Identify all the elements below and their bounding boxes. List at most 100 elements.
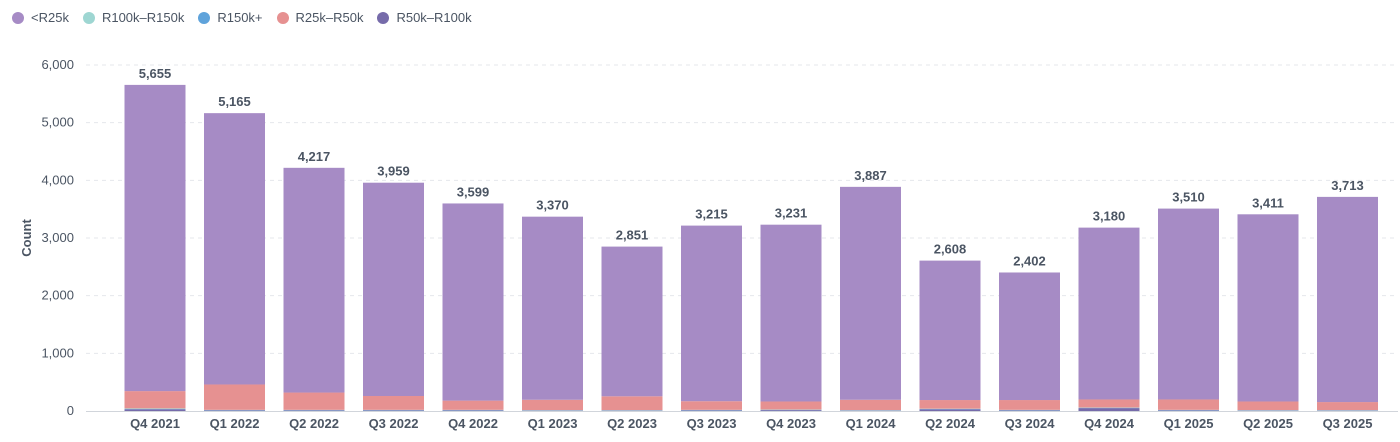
x-tick-label: Q4 2022 — [448, 416, 498, 431]
x-tick-label: Q3 2025 — [1323, 416, 1373, 431]
bar-segment[interactable] — [283, 392, 345, 410]
legend-item-r50k-r100k[interactable]: R50k–R100k — [377, 10, 472, 25]
bar-segment[interactable] — [601, 396, 663, 411]
bar-segment[interactable] — [999, 410, 1060, 411]
bar-segment[interactable] — [283, 167, 345, 393]
bar-segment[interactable] — [204, 410, 265, 411]
x-tick-label: Q1 2025 — [1164, 416, 1214, 431]
y-tick-label: 0 — [67, 403, 74, 418]
legend-label: R150k+ — [217, 10, 263, 25]
data-labels: 5,655 5,165 4,217 3,959 3,599 3,370 2,851 3,215… — [139, 66, 1364, 269]
x-tick-label: Q2 2024 — [925, 416, 976, 431]
bar-segment[interactable] — [840, 399, 901, 411]
axes: 0 1,000 2,000 3,000 4,000 5,000 6,000 Count Q4 2… — [19, 57, 1398, 431]
legend-swatch — [82, 11, 95, 24]
bars — [124, 84, 1378, 411]
bar-segment[interactable] — [204, 113, 265, 385]
legend-item-lt-r25k[interactable]: <R25k — [12, 10, 69, 25]
chart-legend: <R25k R100k–R150k R150k+ R25k–R50k R50k–… — [12, 10, 472, 25]
bar-segment[interactable] — [1237, 214, 1299, 402]
bar-total-label: 4,217 — [298, 149, 331, 164]
legend-label: R50k–R100k — [396, 10, 472, 25]
bar-segment[interactable] — [919, 409, 981, 411]
bar-total-label: 3,510 — [1172, 190, 1205, 205]
bar-segment[interactable] — [124, 408, 186, 409]
bar-segment[interactable] — [999, 400, 1060, 410]
bar-segment[interactable] — [442, 203, 504, 401]
bar-total-label: 5,655 — [139, 66, 172, 81]
bar-segment[interactable] — [1158, 208, 1219, 400]
legend-item-r150k-plus[interactable]: R150k+ — [198, 10, 263, 25]
x-tick-label: Q1 2023 — [528, 416, 578, 431]
legend-swatch — [198, 11, 211, 24]
bar-segment[interactable] — [760, 401, 822, 410]
y-tick-label: 3,000 — [41, 230, 74, 245]
y-tick-label: 6,000 — [41, 57, 74, 72]
x-tick-label: Q3 2023 — [687, 416, 737, 431]
bar-total-label: 3,887 — [854, 168, 887, 183]
bar-segment[interactable] — [1158, 399, 1219, 410]
bar-segment[interactable] — [124, 391, 186, 409]
bar-segment[interactable] — [363, 410, 424, 411]
bar-segment[interactable] — [681, 401, 742, 410]
y-tick-label: 1,000 — [41, 345, 74, 360]
x-tick-label: Q2 2022 — [289, 416, 339, 431]
bar-total-label: 3,231 — [775, 206, 808, 221]
legend-label: R25k–R50k — [295, 10, 364, 25]
bar-segment[interactable] — [1078, 408, 1140, 411]
x-tick-label: Q1 2024 — [846, 416, 897, 431]
bar-total-label: 3,370 — [536, 198, 569, 213]
bar-segment[interactable] — [283, 410, 345, 411]
x-tick-label: Q2 2023 — [607, 416, 657, 431]
bar-segment[interactable] — [760, 410, 822, 411]
bar-segment[interactable] — [760, 224, 822, 402]
x-tick-label: Q4 2021 — [130, 416, 180, 431]
x-tick-label: Q2 2025 — [1243, 416, 1293, 431]
legend-swatch — [12, 11, 24, 24]
y-axis-label: Count — [19, 219, 34, 257]
bar-segment[interactable] — [1078, 399, 1140, 408]
x-tick-label: Q3 2024 — [1005, 416, 1056, 431]
bar-segment[interactable] — [1317, 196, 1378, 403]
legend-label: <R25k — [31, 10, 69, 25]
bar-segment[interactable] — [840, 186, 901, 400]
bar-segment[interactable] — [919, 400, 981, 409]
bar-segment[interactable] — [363, 396, 424, 410]
bar-segment[interactable] — [681, 225, 742, 402]
bar-segment[interactable] — [522, 216, 583, 400]
bar-segment[interactable] — [442, 400, 504, 410]
bar-total-label: 2,851 — [616, 228, 649, 243]
bar-total-label: 5,165 — [218, 94, 251, 109]
legend-item-r100k-r150k[interactable]: R100k–R150k — [82, 10, 185, 25]
bar-segment[interactable] — [1078, 227, 1140, 400]
bar-segment[interactable] — [681, 410, 742, 411]
bar-segment[interactable] — [522, 399, 583, 411]
bar-segment[interactable] — [1158, 410, 1219, 411]
y-tick-label: 4,000 — [41, 172, 74, 187]
bar-segment[interactable] — [1317, 402, 1378, 411]
bar-total-label: 3,599 — [457, 184, 490, 199]
bar-segment[interactable] — [999, 272, 1060, 401]
legend-label: R100k–R150k — [101, 10, 185, 25]
x-tick-label: Q4 2023 — [766, 416, 816, 431]
x-tick-label: Q4 2024 — [1084, 416, 1135, 431]
legend-item-r25k-r50k[interactable]: R25k–R50k — [276, 10, 364, 25]
legend-swatch — [276, 11, 289, 24]
y-tick-label: 2,000 — [41, 288, 74, 303]
bar-total-label: 3,959 — [377, 164, 410, 179]
bar-segment[interactable] — [601, 246, 663, 397]
bar-segment[interactable] — [363, 182, 424, 397]
bar-total-label: 3,713 — [1331, 178, 1364, 193]
bar-segment[interactable] — [919, 260, 981, 401]
bar-segment[interactable] — [442, 410, 504, 411]
bar-segment[interactable] — [1237, 401, 1299, 411]
x-tick-label: Q1 2022 — [210, 416, 260, 431]
legend-swatch — [377, 11, 390, 24]
bar-segment[interactable] — [204, 384, 265, 410]
y-tick-label: 5,000 — [41, 115, 74, 130]
bar-segment[interactable] — [124, 84, 186, 392]
bar-segment[interactable] — [124, 409, 186, 411]
bar-total-label: 3,180 — [1093, 209, 1126, 224]
bar-total-label: 3,411 — [1252, 195, 1284, 210]
